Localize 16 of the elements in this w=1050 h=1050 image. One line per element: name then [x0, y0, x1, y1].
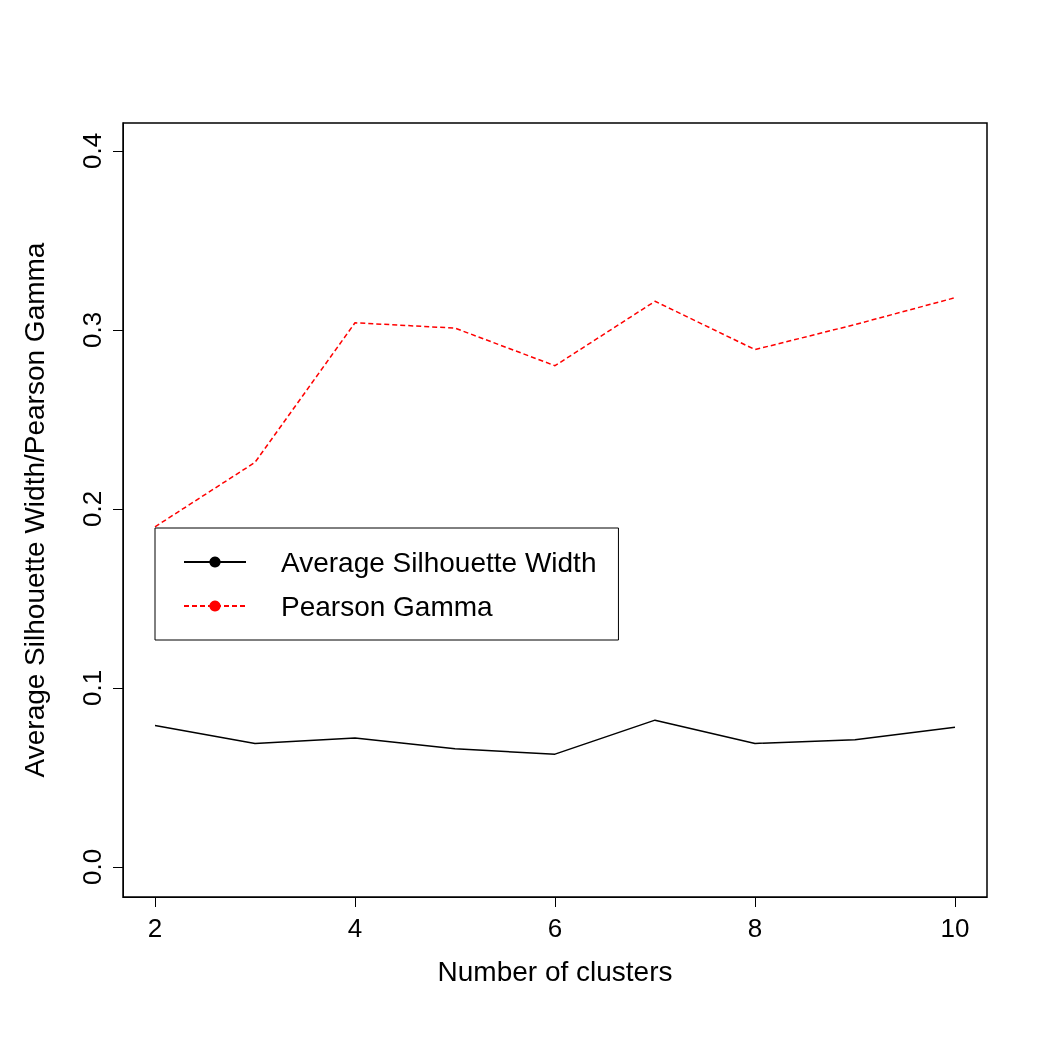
x-tick-label: 2	[147, 913, 163, 943]
line-series	[154, 296, 956, 528]
y-tick-label: 0.2	[77, 490, 107, 527]
y-tick-label: 0.4	[77, 132, 107, 169]
y-tick-label: 0.3	[77, 311, 107, 348]
x-tick-label: 8	[747, 913, 763, 943]
x-tick-label: 6	[547, 913, 563, 943]
x-tick-label: 4	[347, 913, 363, 943]
legend-label: Pearson Gamma	[281, 590, 494, 622]
y-tick-label: 0.0	[77, 848, 107, 886]
x-tick-label: 10	[940, 913, 970, 943]
x-axis-title: Number of clusters	[437, 955, 673, 987]
line-series	[154, 719, 956, 755]
y-tick-label: 0.1	[77, 669, 107, 707]
legend-label: Average Silhouette Width	[281, 546, 597, 578]
y-axis-title: Average Silhouette Width/Pearson Gamma	[18, 242, 50, 778]
